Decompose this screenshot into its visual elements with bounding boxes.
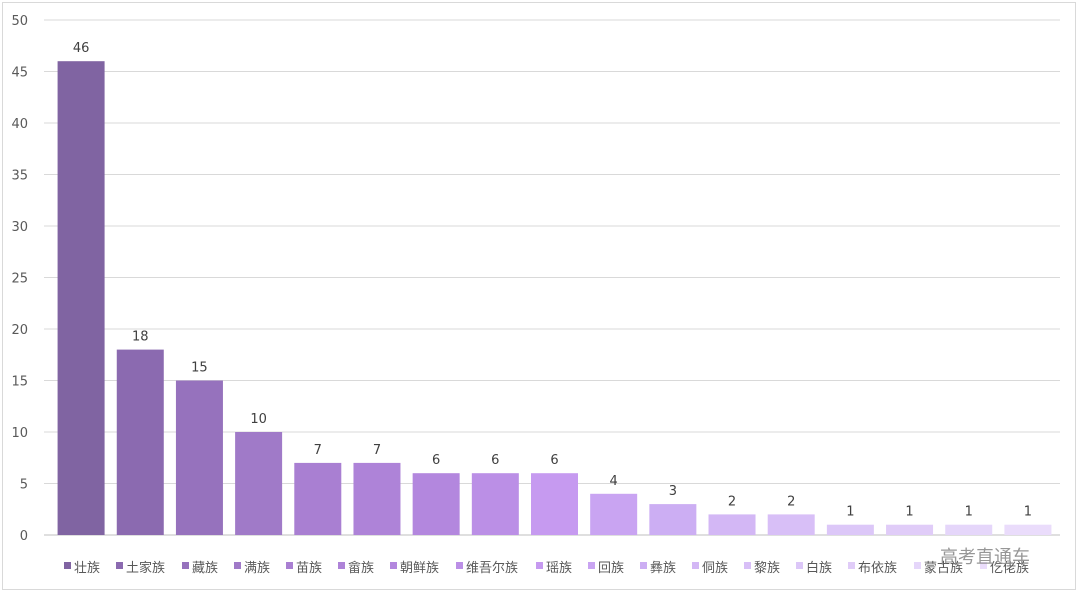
bar (116, 349, 164, 535)
data-label: 7 (373, 443, 381, 458)
legend-label: 朝鲜族 (400, 560, 439, 576)
legend-label: 蒙古族 (924, 560, 963, 576)
bar (590, 493, 638, 535)
data-label: 46 (73, 41, 90, 56)
bar (471, 473, 519, 535)
legend-label: 土家族 (126, 560, 165, 576)
legend-label: 白族 (806, 560, 832, 576)
data-label: 3 (669, 484, 677, 499)
y-tick-label: 50 (11, 14, 28, 29)
legend-label: 仡佬族 (990, 560, 1029, 576)
legend-swatch (116, 562, 123, 569)
legend-swatch (914, 562, 921, 569)
legend-label: 黎族 (754, 560, 780, 576)
data-label: 1 (1024, 505, 1032, 520)
y-tick-label: 35 (11, 169, 28, 184)
data-label: 1 (905, 505, 913, 520)
bar (708, 514, 756, 535)
y-tick-label: 40 (11, 117, 28, 132)
y-tick-label: 5 (20, 478, 28, 493)
legend-swatch (640, 562, 647, 569)
data-label: 18 (132, 330, 149, 345)
legend-label: 回族 (598, 560, 624, 576)
legend-label: 藏族 (192, 560, 218, 576)
legend-label: 苗族 (296, 560, 322, 576)
data-label: 1 (965, 505, 973, 520)
bar (649, 504, 697, 535)
bar (1004, 524, 1052, 535)
y-tick-label: 10 (11, 426, 28, 441)
bar (353, 462, 401, 535)
data-label: 2 (787, 494, 795, 509)
bar (945, 524, 993, 535)
bar (412, 473, 460, 535)
data-label: 4 (610, 474, 618, 489)
bar (235, 432, 283, 535)
legend-label: 畲族 (348, 560, 374, 576)
bars (57, 61, 1052, 535)
legend-label: 彝族 (650, 560, 676, 576)
legend-swatch (980, 562, 987, 569)
y-tick-label: 45 (11, 66, 28, 81)
y-axis: 0 5 10 15 20 25 30 35 40 45 50 (11, 14, 28, 544)
legend-swatch (286, 562, 293, 569)
y-tick-label: 20 (11, 323, 28, 338)
legend-swatch (796, 562, 803, 569)
legend-swatch (744, 562, 751, 569)
legend-swatch (848, 562, 855, 569)
bar (57, 61, 105, 535)
legend-label: 维吾尔族 (466, 560, 518, 576)
legend-swatch (182, 562, 189, 569)
legend-swatch (234, 562, 241, 569)
legend-swatch (338, 562, 345, 569)
y-tick-label: 25 (11, 272, 28, 287)
legend-label: 壮族 (74, 560, 100, 576)
legend-swatch (64, 562, 71, 569)
y-tick-label: 30 (11, 220, 28, 235)
legend-label: 侗族 (702, 560, 728, 576)
bar (767, 514, 815, 535)
legend-swatch (692, 562, 699, 569)
data-label: 1 (846, 505, 854, 520)
bar (175, 380, 223, 535)
legend-swatch (456, 562, 463, 569)
legend-swatch (390, 562, 397, 569)
watermark: 高考直通车 (940, 547, 1030, 568)
data-label: 10 (250, 412, 267, 427)
legend-label: 瑶族 (546, 560, 572, 576)
data-label: 6 (550, 453, 558, 468)
bar (531, 473, 578, 535)
data-label: 15 (191, 361, 208, 376)
data-label: 6 (491, 453, 499, 468)
legend-label: 布依族 (858, 560, 897, 576)
legend: 壮族 土家族 藏族 满族 苗族 畲族 朝鲜族 维吾尔族 瑶族 回族 彝族 侗族 黎族 白族 布依族 蒙古族 仡佬… (64, 560, 1029, 576)
legend-swatch (536, 562, 543, 569)
y-tick-label: 15 (11, 375, 28, 390)
data-label: 2 (728, 494, 736, 509)
y-tick-label: 0 (20, 529, 28, 544)
legend-swatch (588, 562, 595, 569)
data-label: 6 (432, 453, 440, 468)
bar (826, 524, 874, 535)
data-labels: 46 18 15 10 7 7 6 6 6 4 3 2 2 1 1 1 1 (73, 41, 1032, 520)
bar (294, 462, 342, 535)
data-label: 7 (314, 443, 322, 458)
bar (886, 524, 934, 535)
legend-label: 满族 (244, 560, 270, 576)
